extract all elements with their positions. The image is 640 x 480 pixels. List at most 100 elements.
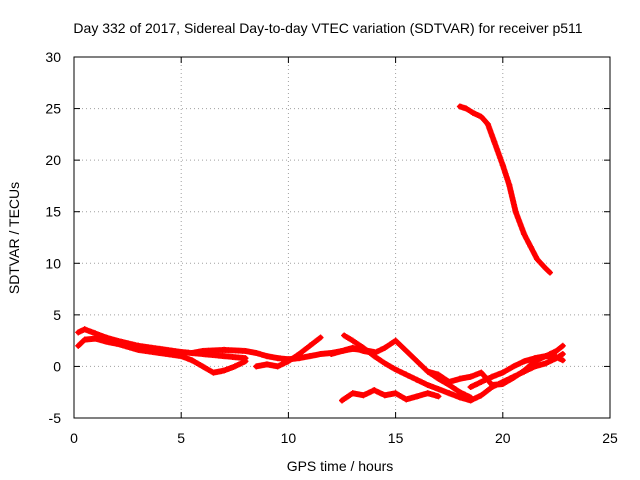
data-point — [559, 342, 566, 349]
data-point — [253, 363, 260, 370]
data-point — [263, 361, 270, 368]
data-point — [403, 396, 410, 403]
data-point — [553, 354, 560, 361]
series-markers — [253, 335, 323, 370]
series-track-10 — [456, 103, 553, 276]
data-point — [328, 351, 335, 358]
data-point — [424, 381, 431, 388]
data-point — [210, 369, 217, 376]
series-markers — [339, 387, 441, 404]
data-points — [75, 103, 566, 404]
grid-lines — [74, 57, 610, 418]
data-point — [156, 350, 163, 357]
data-point — [435, 371, 442, 378]
series-track-2 — [75, 335, 249, 376]
data-point — [371, 387, 378, 394]
data-point — [178, 353, 185, 360]
series-markers — [456, 103, 552, 275]
data-point — [510, 374, 517, 381]
data-point — [242, 347, 249, 354]
data-point — [81, 336, 88, 343]
data-point — [456, 375, 463, 382]
data-point — [456, 394, 463, 401]
data-point — [559, 351, 566, 358]
data-point — [542, 360, 549, 367]
chart-title: Day 332 of 2017, Sidereal Day-to-day VTE… — [73, 20, 582, 36]
axis-ticks: 0 5 10 15 20 25 -5 0 5 10 15 20 25 30 — [45, 49, 618, 446]
data-point — [506, 181, 513, 188]
data-point — [339, 397, 345, 404]
data-point — [392, 337, 399, 344]
y-tick-label: 10 — [45, 255, 61, 271]
data-point — [484, 121, 491, 128]
data-point — [317, 351, 324, 358]
data-point — [92, 335, 99, 342]
x-tick-label: 20 — [495, 430, 511, 446]
data-point — [381, 392, 388, 399]
data-point — [296, 351, 303, 358]
data-point — [478, 113, 485, 120]
data-point — [75, 329, 82, 336]
data-point — [306, 342, 313, 349]
data-point — [521, 358, 528, 365]
data-point — [542, 353, 549, 360]
data-point — [349, 390, 356, 397]
data-point — [349, 344, 356, 351]
data-point — [92, 330, 99, 337]
data-point — [478, 369, 485, 376]
data-point — [403, 347, 410, 354]
data-point — [424, 390, 431, 397]
x-tick-label: 10 — [281, 430, 297, 446]
data-point — [559, 357, 566, 364]
x-tick-label: 15 — [388, 430, 404, 446]
data-point — [81, 326, 88, 333]
data-point — [446, 378, 453, 385]
series-track-5 — [328, 337, 474, 401]
data-point — [478, 378, 485, 385]
series-track-1 — [75, 326, 249, 362]
data-point — [527, 243, 534, 250]
data-point — [392, 390, 399, 397]
data-point — [414, 393, 421, 400]
data-point — [253, 350, 260, 357]
data-point — [414, 358, 421, 365]
data-point — [467, 397, 474, 404]
data-point — [414, 376, 421, 383]
y-tick-label: -5 — [49, 410, 62, 426]
data-point — [491, 138, 498, 145]
data-point — [199, 347, 206, 354]
data-point — [435, 386, 442, 393]
y-tick-label: 30 — [45, 49, 61, 65]
data-point — [285, 358, 292, 365]
series-markers — [328, 337, 473, 400]
data-point — [113, 340, 120, 347]
data-point — [188, 350, 195, 357]
x-tick-label: 25 — [602, 430, 618, 446]
data-point — [221, 367, 228, 374]
data-point — [510, 363, 517, 370]
data-point — [339, 347, 345, 354]
data-point — [478, 392, 485, 399]
y-tick-label: 20 — [45, 152, 61, 168]
data-point — [512, 208, 519, 215]
data-point — [531, 355, 538, 362]
data-point — [456, 389, 463, 396]
x-tick-label: 5 — [177, 430, 185, 446]
data-point — [371, 353, 378, 360]
data-point — [456, 103, 463, 110]
data-point — [341, 332, 348, 339]
data-point — [221, 346, 228, 353]
data-point — [521, 231, 528, 238]
data-point — [75, 342, 82, 349]
data-point — [521, 367, 528, 374]
data-point — [242, 358, 249, 365]
series-track-4 — [253, 334, 324, 370]
data-point — [542, 265, 549, 272]
data-point — [403, 371, 410, 378]
data-point — [188, 357, 195, 364]
data-point — [553, 347, 560, 354]
data-point — [499, 369, 506, 376]
data-point — [199, 363, 206, 370]
data-point — [469, 109, 476, 116]
